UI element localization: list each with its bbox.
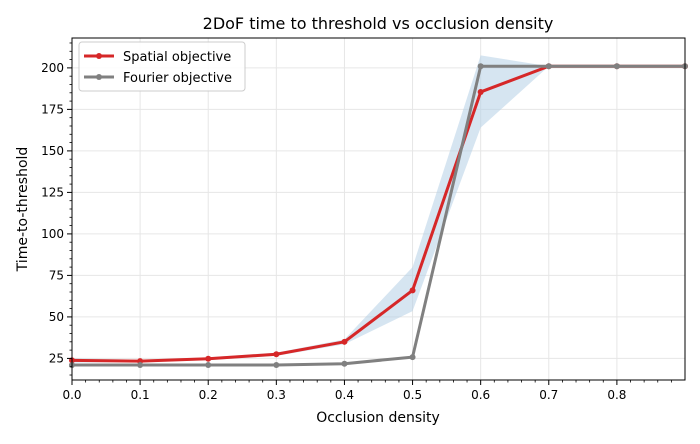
- data-point-1: [477, 63, 484, 70]
- legend-box: [78, 41, 246, 92]
- series-lines: [69, 63, 688, 369]
- data-point-1: [409, 354, 416, 361]
- y-tick-label: 25: [49, 351, 64, 365]
- data-point-0: [205, 355, 212, 362]
- data-point-1: [613, 63, 620, 70]
- y-tick-label: 125: [41, 185, 64, 199]
- x-tick-label: 0.0: [62, 388, 81, 402]
- y-tick-label: 175: [41, 102, 64, 116]
- x-tick-label: 0.1: [131, 388, 150, 402]
- y-axis-label: Time-to-threshold: [15, 147, 31, 273]
- y-tick-label: 75: [49, 268, 64, 282]
- chart-title: 2DoF time to threshold vs occlusion dens…: [203, 14, 554, 33]
- data-point-0: [409, 287, 416, 294]
- x-tick-label: 0.2: [199, 388, 218, 402]
- y-tick-label: 100: [41, 227, 64, 241]
- data-point-1: [341, 360, 348, 367]
- grid: [71, 38, 685, 380]
- legend: Spatial objective Fourier objective: [78, 41, 246, 92]
- x-tick-label: 0.5: [403, 388, 422, 402]
- plot-frame: [71, 37, 686, 381]
- data-point-0: [273, 351, 280, 358]
- axes: 0.0 0.1 0.2 0.3 0.4 0.5 0.6 0.7 0.8 25 50 75 100 125 1…: [41, 37, 686, 402]
- data-point-1: [137, 362, 144, 369]
- legend-marker-spatial: [96, 53, 102, 59]
- x-tick-label: 0.7: [539, 388, 558, 402]
- y-tick-label: 50: [49, 310, 64, 324]
- x-tick-label: 0.6: [471, 388, 490, 402]
- legend-label-fourier: Fourier objective: [123, 71, 232, 86]
- data-point-1: [205, 362, 212, 369]
- data-point-1: [273, 362, 280, 369]
- data-point-0: [341, 338, 348, 345]
- y-tick-label: 200: [41, 61, 64, 75]
- data-point-1: [545, 63, 552, 70]
- data-point-0: [477, 88, 484, 95]
- legend-label-spatial: Spatial objective: [123, 50, 231, 65]
- legend-marker-fourier: [96, 74, 102, 80]
- x-tick-label: 0.8: [607, 388, 626, 402]
- x-axis-label: Occlusion density: [316, 410, 440, 426]
- x-tick-label: 0.3: [267, 388, 286, 402]
- y-tick-label: 150: [41, 144, 64, 158]
- x-tick-label: 0.4: [335, 388, 354, 402]
- series-line-1: [72, 64, 685, 367]
